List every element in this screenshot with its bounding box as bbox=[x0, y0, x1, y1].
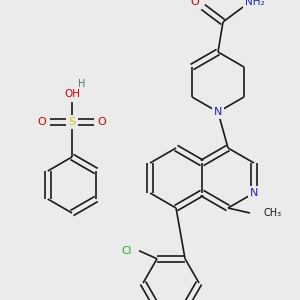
Text: N: N bbox=[250, 188, 258, 198]
Text: O: O bbox=[98, 117, 106, 127]
Text: CH₃: CH₃ bbox=[264, 208, 282, 218]
Text: H: H bbox=[78, 79, 86, 89]
Text: N: N bbox=[214, 107, 222, 117]
Text: O: O bbox=[190, 0, 200, 7]
Text: Cl: Cl bbox=[122, 246, 132, 256]
Text: S: S bbox=[68, 117, 76, 127]
Text: OH: OH bbox=[64, 89, 80, 99]
Text: O: O bbox=[38, 117, 46, 127]
Text: NH₂: NH₂ bbox=[245, 0, 265, 7]
